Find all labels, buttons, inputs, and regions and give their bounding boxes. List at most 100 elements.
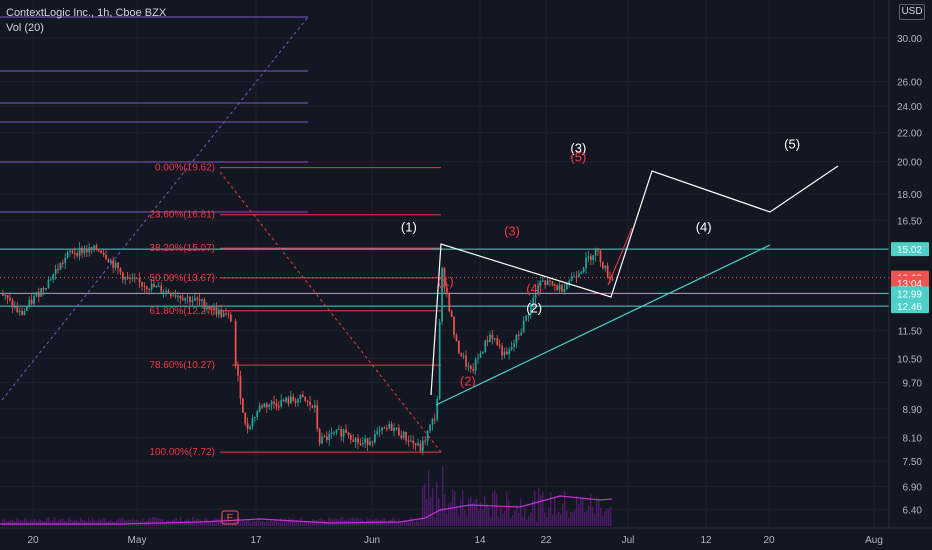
volume-bar [180,517,182,526]
volume-bar [520,499,522,526]
candle-body [184,298,187,301]
candle-body [431,419,434,425]
currency-button[interactable]: USD [899,4,925,20]
volume-bar [240,521,242,526]
candle-body [369,441,371,446]
candle-body [510,346,513,350]
volume-bar [474,500,476,526]
candle-body [448,293,451,312]
candle-body [436,399,439,420]
volume-bar [24,518,26,526]
candle-body [14,306,16,308]
candle-body [311,405,314,408]
time-tick-label: Aug [865,535,883,546]
volume-bar [248,519,250,526]
volume-bar [310,521,312,526]
candle-body [290,396,292,404]
volume-bar [48,517,50,526]
candle-body [105,254,107,260]
candle-body [206,307,208,309]
price-badge-label: 15.02 [897,245,922,256]
candle-body [114,262,117,268]
candle-body [196,297,199,300]
candle-body [340,429,343,437]
price-badge [891,286,929,301]
volume-bar [492,492,494,526]
volume-bar [278,521,280,526]
candle-body [86,250,88,253]
candle-body [95,245,98,251]
volume-bar [288,517,290,526]
volume-bar [412,519,414,526]
volume-bar [560,514,562,526]
candle-body [59,262,62,270]
candle-body [102,253,105,255]
volume-bar [484,495,486,526]
volume-bar [268,521,270,526]
volume-bar [402,520,404,526]
volume-bar [290,518,292,526]
volume-bar [334,517,336,526]
volume-bar [468,498,470,526]
candle-body [9,298,11,301]
candle-body [2,293,4,296]
candle-body [587,256,590,258]
volume-bar [462,490,464,526]
candle-body [316,404,319,429]
volume-bar [212,521,214,526]
time-tick-label: 12 [700,535,712,546]
candle-body [150,283,153,290]
volume-bar [584,512,586,526]
candle-body [302,394,304,398]
candle-body [287,397,290,404]
candle-body [472,368,475,371]
candle-body [16,306,19,313]
candle-body [561,284,563,292]
candle-body [160,285,163,293]
volume-bar [566,510,568,526]
volume-bar [26,518,28,526]
volume-bar [528,515,530,526]
volume-bar [306,521,308,526]
candle-body [136,278,139,280]
candle-body [580,271,583,274]
candle-body [390,423,393,431]
price-tick-label: 8.10 [903,434,923,445]
candle-body [138,278,141,283]
candle-body [479,353,482,358]
volume-bar [610,506,612,526]
candle-body [35,292,38,297]
candle-body [470,365,472,369]
candle-body [225,313,227,315]
volume-bar [216,518,218,526]
candle-body [165,290,167,292]
candle-body [170,293,172,297]
candle-body [453,317,455,336]
volume-bar [214,518,216,526]
volume-bar [252,520,254,526]
rising-trendline [435,244,771,406]
volume-bar [122,517,124,526]
symbol-title: ContextLogic Inc., 1h, Cboe BZX [6,7,167,19]
candle-body [477,357,479,360]
candle-body [273,401,275,404]
wave-label: (4) [526,281,542,296]
price-tick-label: 24.00 [897,102,922,113]
price-tick-label: 22.00 [897,129,922,140]
volume-bar [514,510,516,526]
candle-body [263,403,266,408]
candle-body [386,428,388,430]
candle-body [318,428,321,444]
volume-bar [432,488,434,526]
candle-body [45,288,47,290]
volume-bar [582,498,584,526]
volume-bar [52,519,54,526]
volume-bar [54,517,56,526]
candle-body [4,295,7,297]
volume-bar [516,505,518,526]
volume-indicator-label: Vol (20) [6,22,44,34]
volume-bar [280,518,282,526]
candle-body [570,276,573,281]
candle-body [148,289,151,291]
